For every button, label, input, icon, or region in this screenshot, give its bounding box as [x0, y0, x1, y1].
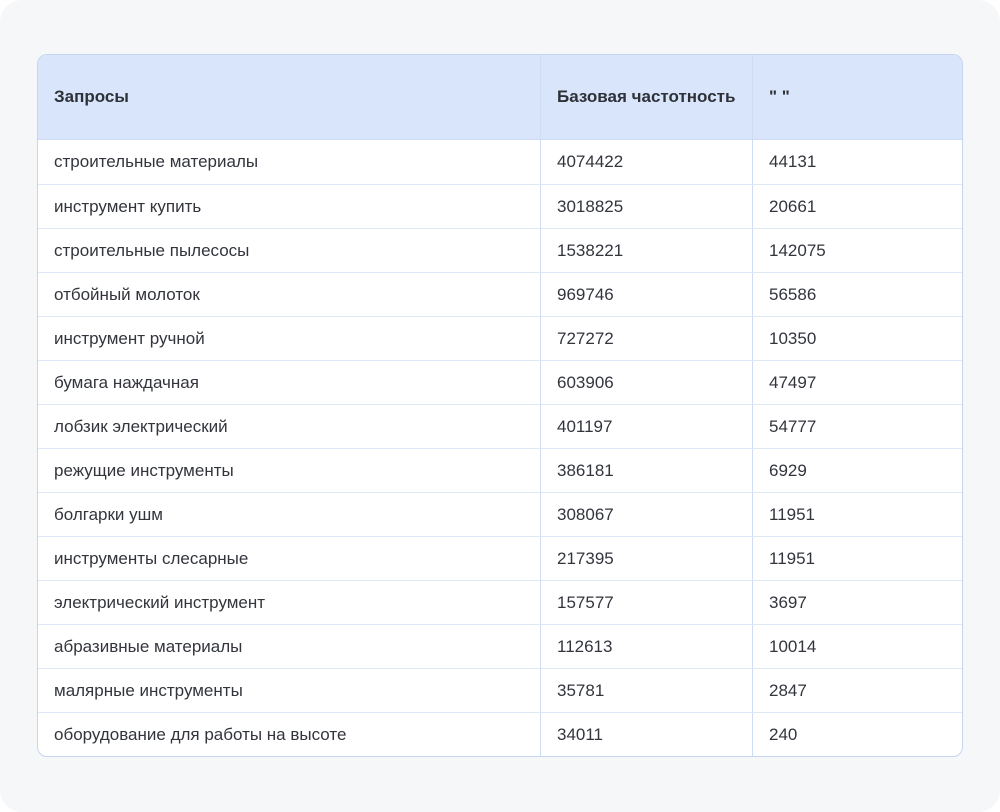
base-frequency-cell: 308067	[540, 493, 752, 536]
column-header-quoted-frequency: " "	[752, 55, 962, 139]
base-frequency-cell: 727272	[540, 317, 752, 360]
table-row: строительные материалы 4074422 44131	[38, 140, 962, 184]
query-cell: болгарки ушм	[54, 504, 163, 524]
query-cell: бумага наждачная	[54, 372, 199, 392]
column-header-base-frequency: Базовая частотность	[540, 55, 752, 139]
quoted-frequency-cell: 20661	[752, 185, 962, 228]
table-row: лобзик электрический 401197 54777	[38, 404, 962, 448]
quoted-frequency-cell: 47497	[752, 361, 962, 404]
column-header-queries: Запросы	[54, 86, 129, 106]
table-row: строительные пылесосы 1538221 142075	[38, 228, 962, 272]
quoted-frequency-cell: 240	[752, 713, 962, 756]
base-frequency-cell: 3018825	[540, 185, 752, 228]
table-row: бумага наждачная 603906 47497	[38, 360, 962, 404]
base-frequency-cell: 157577	[540, 581, 752, 624]
quoted-frequency-cell: 3697	[752, 581, 962, 624]
base-frequency-cell: 34011	[540, 713, 752, 756]
query-cell: инструмент ручной	[54, 328, 205, 348]
keyword-frequency-table: Запросы Базовая частотность " " строител…	[37, 54, 963, 757]
query-cell: строительные пылесосы	[54, 240, 250, 260]
query-cell: строительные материалы	[54, 152, 259, 171]
table-row: инструмент купить 3018825 20661	[38, 184, 962, 228]
query-cell: режущие инструменты	[54, 460, 234, 480]
table-row: абразивные материалы 112613 10014	[38, 624, 962, 668]
query-cell: оборудование для работы на высоте	[54, 724, 347, 744]
table-row: отбойный молоток 969746 56586	[38, 272, 962, 316]
base-frequency-cell: 401197	[540, 405, 752, 448]
quoted-frequency-cell: 44131	[752, 140, 962, 184]
table-row: режущие инструменты 386181 6929	[38, 448, 962, 492]
table-row: инструмент ручной 727272 10350	[38, 316, 962, 360]
table-row: электрический инструмент 157577 3697	[38, 580, 962, 624]
query-cell: электрический инструмент	[54, 592, 266, 612]
query-cell: абразивные материалы	[54, 636, 243, 656]
quoted-frequency-cell: 10350	[752, 317, 962, 360]
query-cell: инструменты слесарные	[54, 548, 249, 568]
base-frequency-cell: 112613	[540, 625, 752, 668]
quoted-frequency-cell: 54777	[752, 405, 962, 448]
base-frequency-cell: 1538221	[540, 229, 752, 272]
query-cell: малярные инструменты	[54, 680, 243, 700]
base-frequency-cell: 35781	[540, 669, 752, 712]
base-frequency-cell: 4074422	[540, 140, 752, 184]
quoted-frequency-cell: 11951	[752, 493, 962, 536]
quoted-frequency-cell: 10014	[752, 625, 962, 668]
table-row: малярные инструменты 35781 2847	[38, 668, 962, 712]
table-row: оборудование для работы на высоте 34011 …	[38, 712, 962, 756]
table-row: инструменты слесарные 217395 11951	[38, 536, 962, 580]
table-row: болгарки ушм 308067 11951	[38, 492, 962, 536]
quoted-frequency-cell: 56586	[752, 273, 962, 316]
base-frequency-cell: 217395	[540, 537, 752, 580]
query-cell: инструмент купить	[54, 196, 202, 216]
quoted-frequency-cell: 6929	[752, 449, 962, 492]
table-header-row: Запросы Базовая частотность " "	[38, 55, 962, 140]
base-frequency-cell: 969746	[540, 273, 752, 316]
quoted-frequency-cell: 142075	[752, 229, 962, 272]
query-cell: отбойный молоток	[54, 284, 200, 304]
base-frequency-cell: 603906	[540, 361, 752, 404]
base-frequency-cell: 386181	[540, 449, 752, 492]
quoted-frequency-cell: 11951	[752, 537, 962, 580]
query-cell: лобзик электрический	[54, 416, 228, 436]
quoted-frequency-cell: 2847	[752, 669, 962, 712]
